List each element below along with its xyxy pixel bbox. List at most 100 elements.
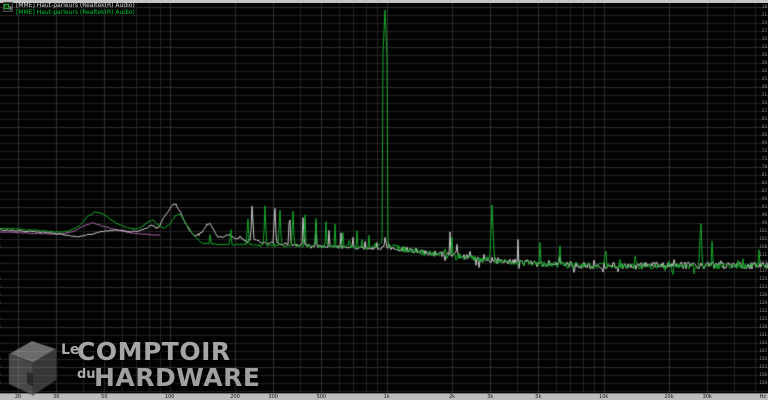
y-tick-label: 78 [761,164,767,169]
y-tick-label: 153 [759,364,767,369]
y-tick-label: 120 [759,276,767,281]
y-tick-label: 138 [0,325,7,329]
y-tick-label: 108 [0,245,7,249]
y-tick-label: 123 [759,284,767,289]
y-tick-label: 159 [0,381,7,385]
y-tick-label: 144 [759,340,767,345]
y-tick-label: 45 [0,77,7,81]
y-tick-label: 105 [759,236,767,241]
x-tick-label: 500 [316,394,327,400]
y-tick-label: 111 [759,252,767,257]
y-tick-label: 132 [0,309,7,313]
y-tick-label: 66 [761,132,767,137]
y-tick-label: 156 [759,372,767,377]
y-tick-label: 84 [0,181,7,185]
y-tick-label: 24 [761,20,767,25]
y-tick-label: 132 [759,308,767,313]
y-tick-label: 105 [0,237,7,241]
x-tick-label: 50 [101,394,108,400]
y-tick-label: 42 [761,68,767,73]
y-tick-label: 39 [761,60,767,65]
y-tick-label: 141 [0,333,7,337]
y-tick-label: 126 [759,292,767,297]
y-tick-label: 129 [0,301,7,305]
y-tick-label: 72 [761,148,767,153]
app-icon [3,2,13,12]
y-tick-label: 75 [761,156,767,161]
x-tick-label: 20 [14,394,22,400]
y-tick-label: 87 [761,188,767,193]
y-tick-label: 150 [759,356,767,361]
y-tick-label: 150 [0,357,7,361]
y-tick-label: 36 [0,53,7,57]
x-tick-label: 20k [664,394,674,400]
y-tick-label: 36 [761,52,767,57]
x-tick-label: 300 [268,394,278,400]
y-tick-label: 72 [0,149,7,153]
y-tick-label: 27 [761,28,767,33]
y-tick-label: 147 [759,348,767,353]
y-tick-label: 147 [0,349,7,353]
y-tick-label: 54 [761,100,767,105]
y-tick-label: 90 [761,196,767,201]
y-tick-label: 30 [761,36,767,41]
y-tick-label: 90 [0,197,7,201]
y-tick-label: 66 [0,133,7,137]
y-tick-label: 117 [759,268,767,273]
y-tick-label: 123 [0,285,7,289]
y-tick-label: 33 [0,45,7,49]
legend: [MME] Haut-parleurs (Realtek(R) Audio) [… [3,2,135,16]
y-tick-label: 45 [761,76,767,81]
y-tick-label: 60 [0,117,7,121]
y-tick-label: 27 [0,29,7,33]
y-tick-label: 126 [0,293,7,297]
y-tick-label: 114 [0,261,7,265]
y-tick-label: 30 [0,37,7,41]
top-frame-strip [0,0,768,3]
legend-series-1-label: [MME] Haut-parleurs (Realtek(R) Audio) [16,2,135,9]
y-tick-label: 99 [0,221,7,225]
y-tick-label: 69 [761,140,767,145]
y-tick-label: 93 [761,204,767,209]
y-tick-label: 93 [0,205,7,209]
y-tick-label: 129 [759,300,767,305]
y-tick-label: 108 [759,244,767,249]
y-tick-label: 75 [0,157,7,161]
y-tick-label: 117 [0,269,7,273]
y-tick-label: 63 [761,124,767,129]
y-tick-label: 21 [761,12,767,17]
y-tick-label: 48 [0,85,7,89]
y-tick-label: 48 [761,84,767,89]
y-tick-label: 111 [0,253,7,257]
y-tick-label: 84 [761,180,767,185]
frequency-axis-strip: Hz 20 30 50 100 200 300 500 1k 2k 3k 5k 10k 20k 30k [0,393,768,400]
y-tick-label: 120 [0,277,7,281]
y-tick-label: 87 [0,189,7,193]
y-tick-label: 63 [0,125,7,129]
x-tick-label: 30 [53,394,60,400]
y-tick-label: 138 [759,324,767,329]
y-tick-label: 57 [0,109,7,113]
y-tick-label: 51 [761,92,767,97]
y-tick-label: 96 [0,213,7,217]
y-tick-label: 78 [0,165,7,169]
y-tick-label: 54 [0,101,7,105]
x-tick-label: 5k [535,394,542,400]
y-tick-label: 102 [759,228,767,233]
x-tick-label: 3k [487,394,494,400]
legend-series-2-label: [MME] Haut-parleurs (Realtek(R) Audio) [16,9,135,16]
y-tick-label: 141 [759,332,767,337]
y-tick-label: 57 [761,108,767,113]
y-tick-label: 81 [0,173,7,177]
x-tick-label: 1k [383,394,390,400]
y-tick-label: 159 [759,380,767,385]
y-tick-label: 18 [761,4,767,9]
frequency-unit-label: Hz [759,394,766,400]
y-tick-label: 24 [0,21,7,25]
x-tick-label: 30k [702,394,712,400]
y-tick-label: 69 [0,141,7,145]
y-tick-label: 96 [761,212,767,217]
y-tick-label: 99 [761,220,767,225]
